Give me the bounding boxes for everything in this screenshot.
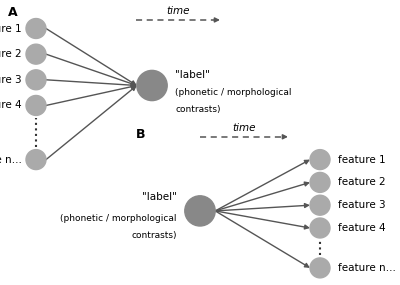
Text: feature 1: feature 1 bbox=[338, 154, 386, 165]
Text: feature 3: feature 3 bbox=[0, 75, 22, 85]
Text: feature 2: feature 2 bbox=[0, 49, 22, 59]
Ellipse shape bbox=[26, 44, 46, 64]
Text: contrasts): contrasts) bbox=[131, 231, 177, 240]
Text: (phonetic / morphological: (phonetic / morphological bbox=[175, 88, 292, 97]
Text: feature 1: feature 1 bbox=[0, 23, 22, 34]
Text: B: B bbox=[136, 128, 146, 141]
Text: "label": "label" bbox=[142, 192, 177, 202]
Ellipse shape bbox=[26, 70, 46, 90]
Ellipse shape bbox=[310, 150, 330, 170]
Ellipse shape bbox=[310, 195, 330, 215]
Text: contrasts): contrasts) bbox=[175, 105, 221, 115]
Ellipse shape bbox=[310, 172, 330, 192]
Text: feature n…: feature n… bbox=[338, 263, 396, 273]
Ellipse shape bbox=[310, 218, 330, 238]
Text: feature 3: feature 3 bbox=[338, 200, 386, 210]
Text: feature 2: feature 2 bbox=[338, 177, 386, 188]
Ellipse shape bbox=[26, 19, 46, 38]
Text: feature 4: feature 4 bbox=[0, 100, 22, 111]
Text: time: time bbox=[232, 123, 256, 133]
Text: A: A bbox=[8, 6, 18, 19]
Ellipse shape bbox=[137, 70, 167, 101]
Text: "label": "label" bbox=[175, 70, 210, 80]
Text: feature n…: feature n… bbox=[0, 154, 22, 165]
Text: (phonetic / morphological: (phonetic / morphological bbox=[60, 214, 177, 223]
Ellipse shape bbox=[310, 258, 330, 278]
Text: feature 4: feature 4 bbox=[338, 223, 386, 233]
Ellipse shape bbox=[26, 95, 46, 115]
Text: time: time bbox=[166, 6, 190, 16]
Ellipse shape bbox=[185, 196, 215, 226]
Ellipse shape bbox=[26, 150, 46, 170]
